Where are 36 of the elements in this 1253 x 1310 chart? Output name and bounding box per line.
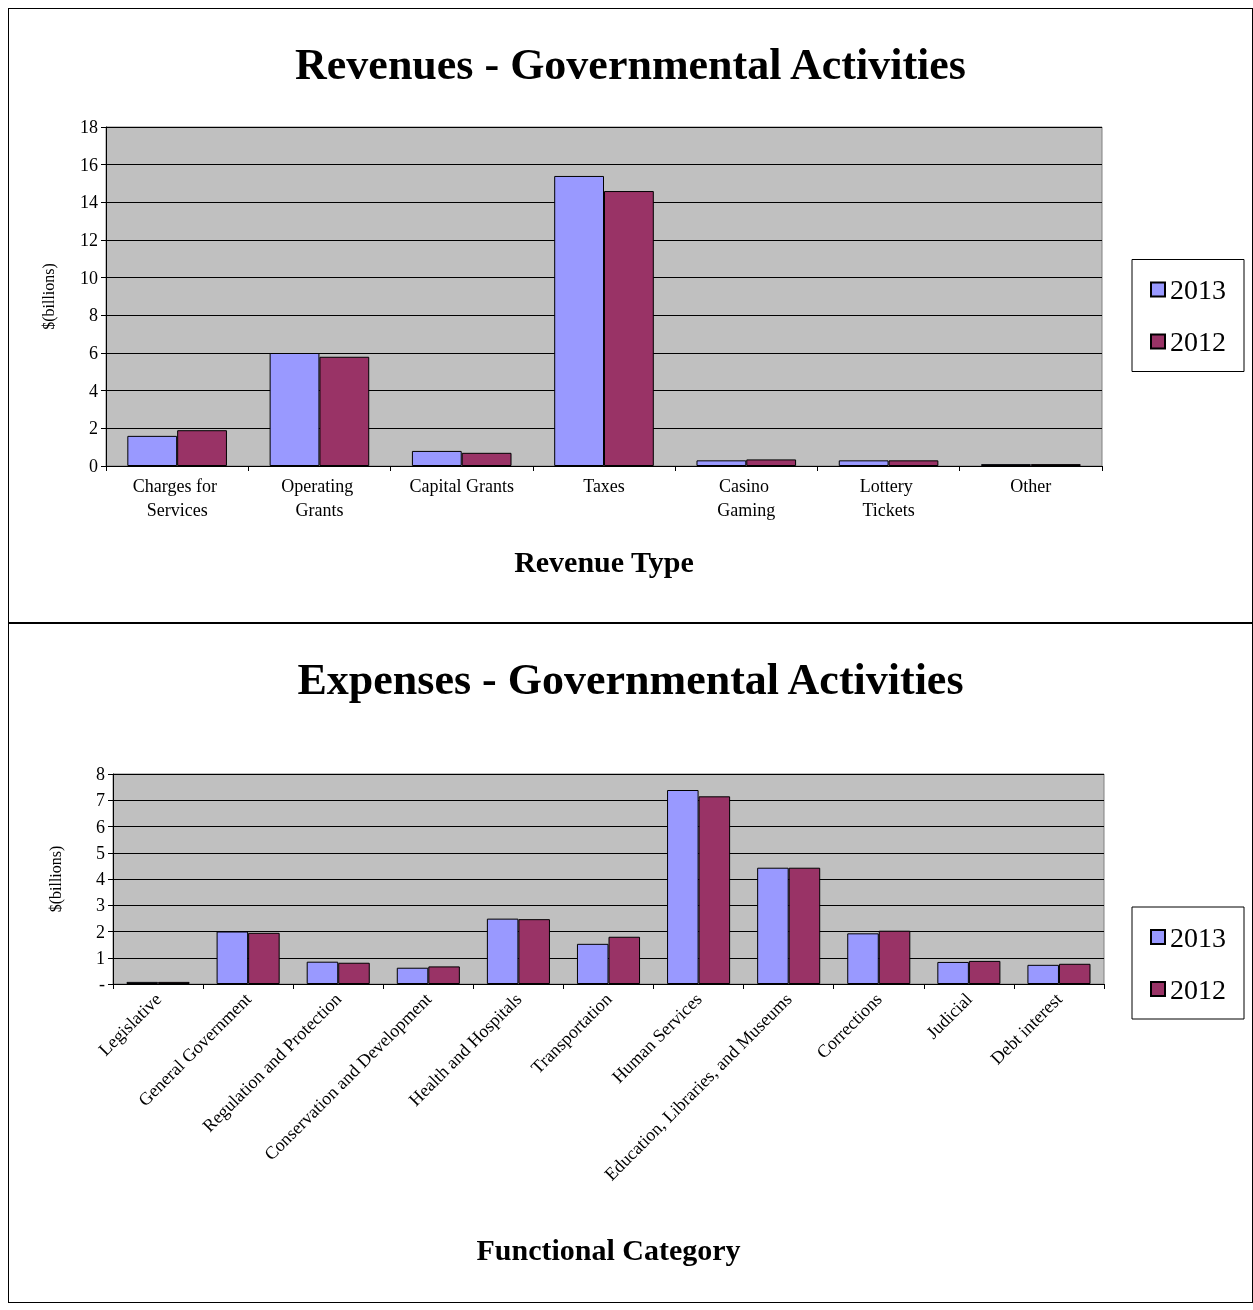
y-axis-title: $(billions) (39, 263, 58, 330)
y-tick-label: - (99, 974, 105, 994)
x-tick-label: Taxes (583, 476, 625, 496)
x-axis-title: Functional Category (476, 1232, 741, 1266)
y-tick-label: 5 (96, 842, 105, 863)
x-tick-label: Operating Grants (281, 476, 358, 520)
y-tick-label: 7 (96, 790, 105, 811)
x-tick-label: Charges for Services (132, 476, 222, 520)
legend-label: 2013 (1170, 274, 1226, 305)
y-tick-label: 10 (80, 267, 98, 288)
y-tick-label: 8 (89, 305, 98, 326)
x-tick-label: Capital Grants (409, 476, 514, 496)
y-tick-label: 16 (80, 154, 98, 175)
y-tick-label: 8 (96, 764, 105, 784)
y-tick-label: 3 (96, 895, 105, 916)
y-tick-label: 1 (96, 947, 105, 968)
chart-title: Revenues - Governmental Activities (295, 39, 966, 89)
y-tick-label: 4 (96, 869, 105, 889)
y-tick-label: 14 (80, 192, 98, 213)
x-axis-title: Revenue Type (514, 544, 694, 578)
y-axis-title: $(billions) (46, 845, 65, 913)
y-tick-label: 18 (80, 117, 98, 137)
y-tick-label: 6 (89, 343, 98, 363)
x-tick-label: Lottery Tickets (859, 476, 918, 520)
legend-label: 2012 (1170, 973, 1226, 1005)
legend-label: 2012 (1170, 326, 1226, 357)
y-tick-label: 2 (96, 921, 105, 942)
y-tick-label: 6 (96, 816, 105, 837)
y-tick-label: 4 (89, 380, 98, 401)
legend-label: 2013 (1170, 921, 1226, 953)
y-tick-label: 12 (80, 230, 98, 250)
chart-title: Expenses - Governmental Activities (297, 654, 964, 704)
x-tick-label: Other (1010, 476, 1052, 496)
y-tick-label: 2 (89, 418, 98, 439)
y-tick-label: 0 (89, 456, 98, 476)
x-tick-label: Casino Gaming (717, 476, 776, 520)
